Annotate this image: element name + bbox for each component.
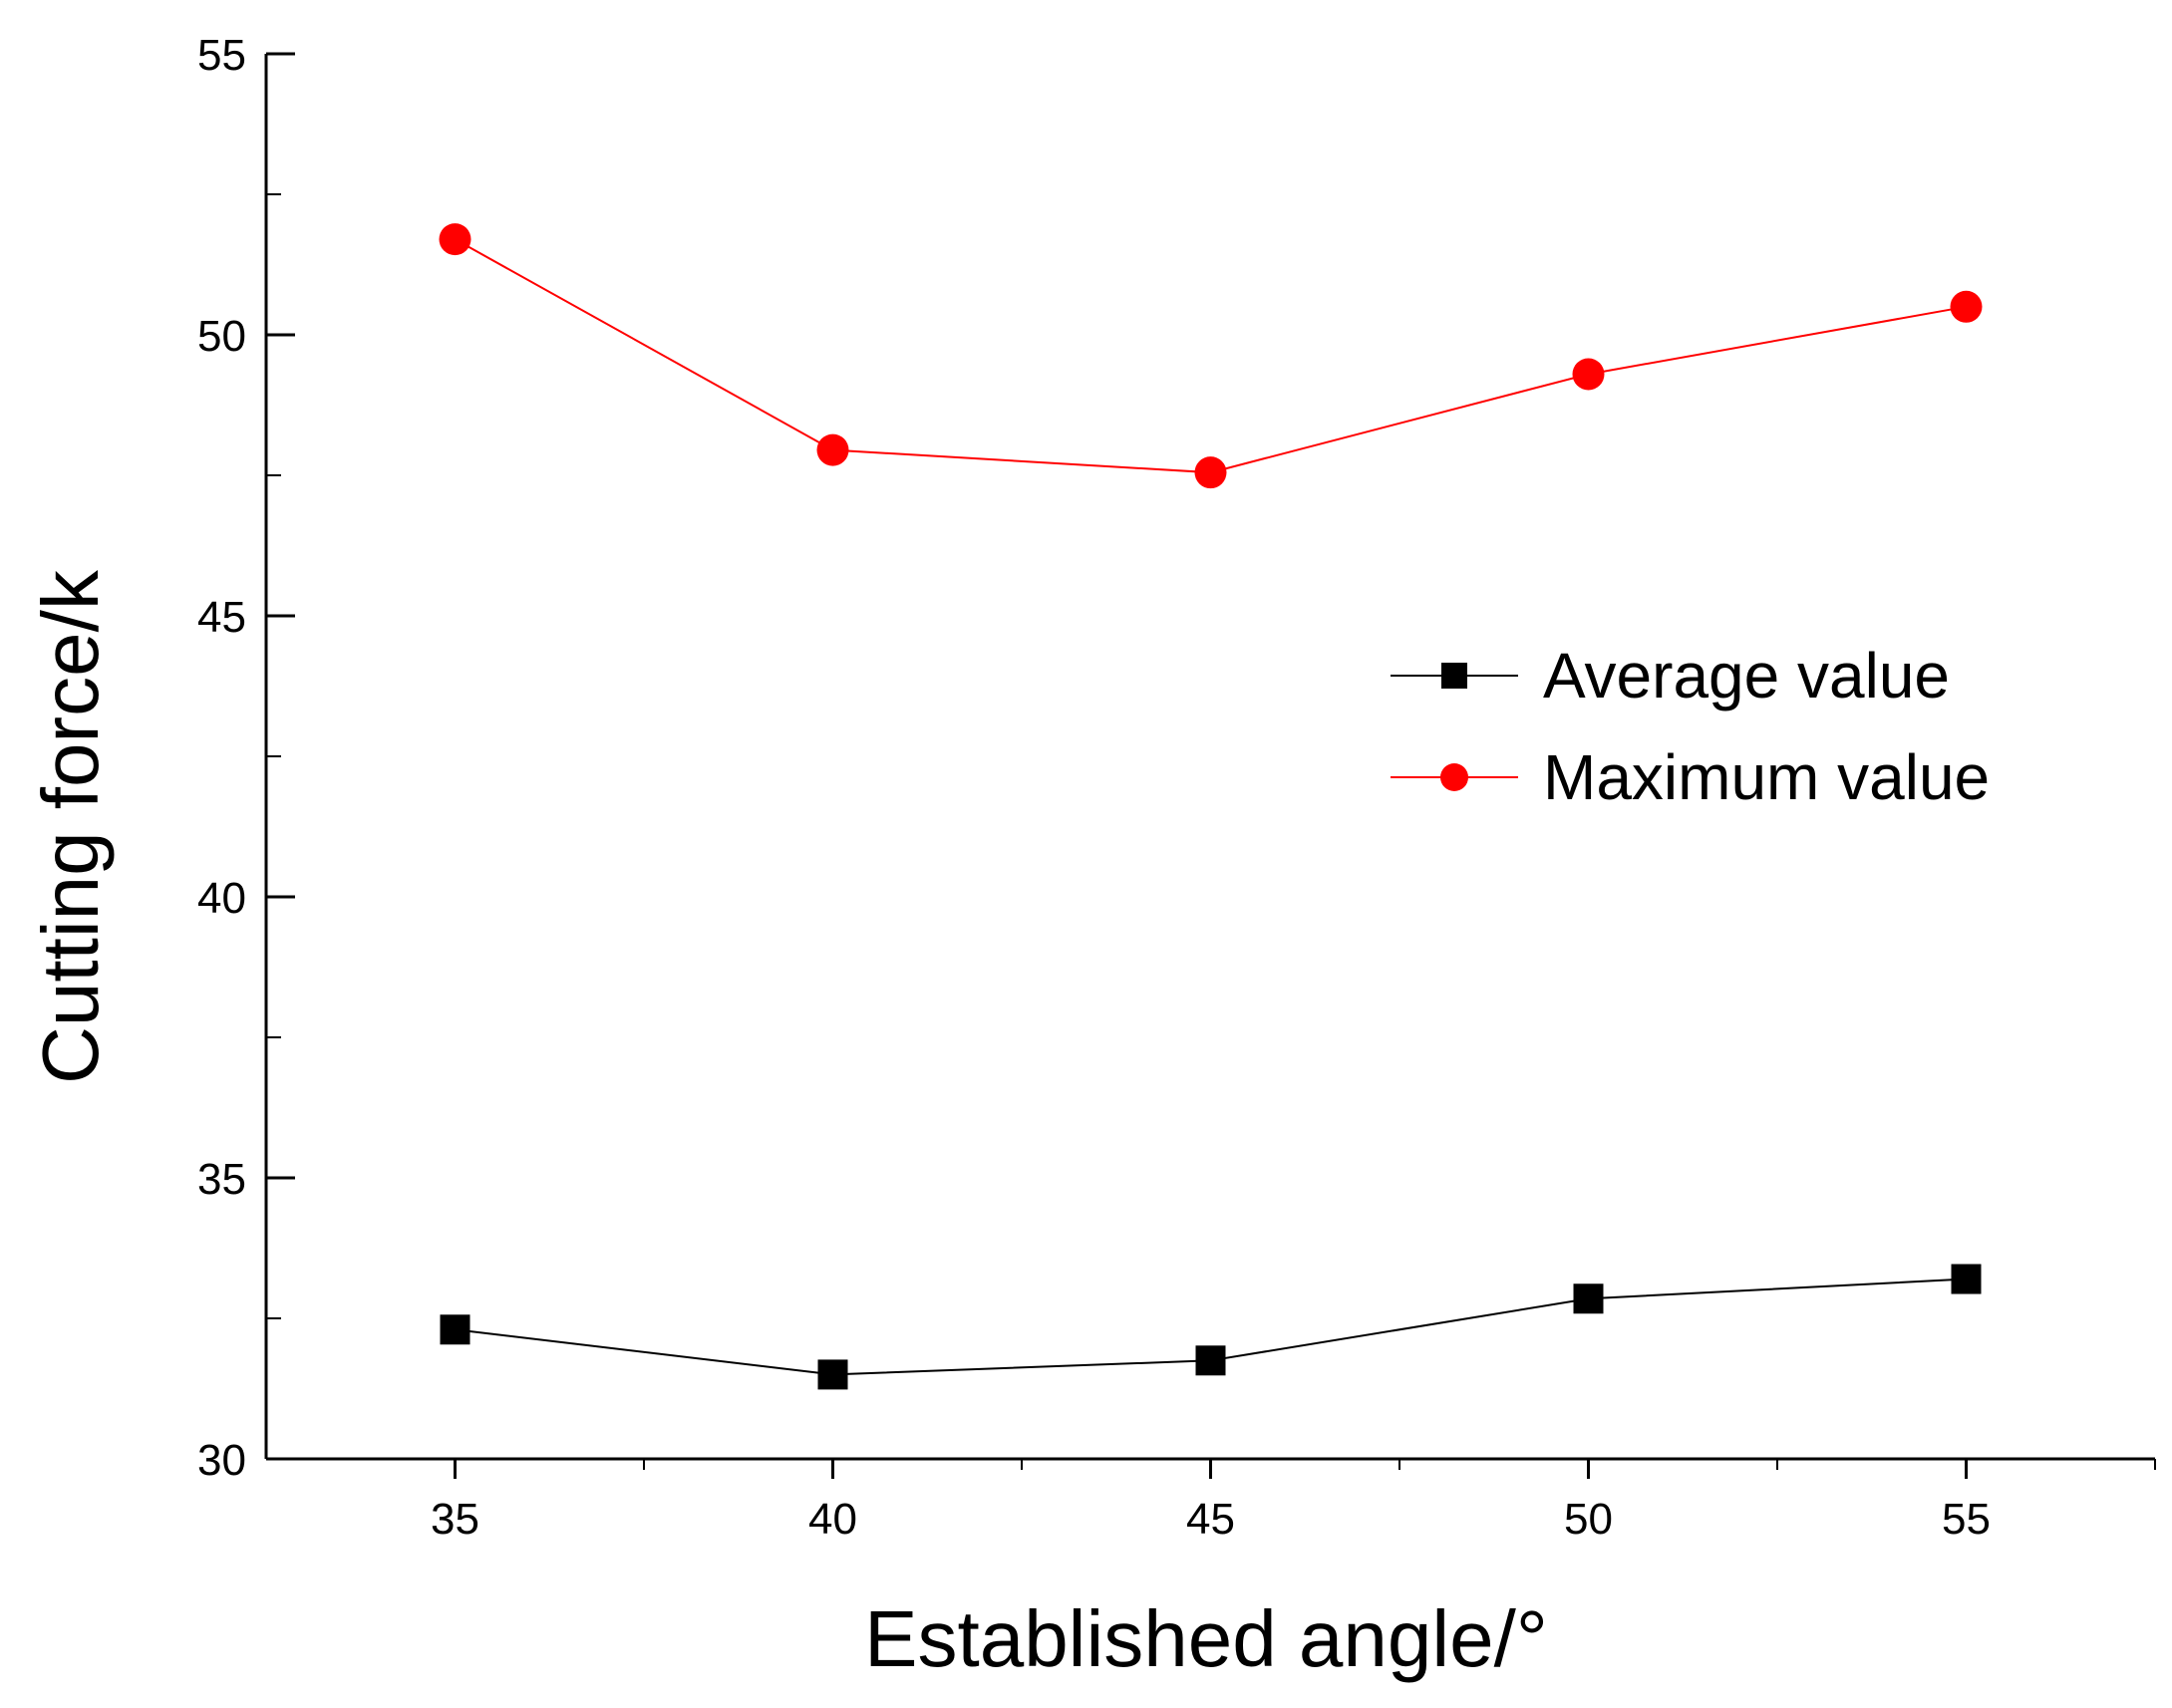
y-tick-label: 45 — [197, 593, 246, 642]
series-layer — [439, 223, 1983, 1390]
y-axis-ticks: 30 35 40 45 50 55 — [197, 31, 295, 1485]
x-tick-label: 50 — [1564, 1495, 1613, 1544]
series-average-value — [440, 1264, 1982, 1390]
y-axis-title: Cutting force/k — [26, 569, 115, 1084]
y-tick-label: 50 — [197, 312, 246, 361]
legend-marker-maximum — [1440, 763, 1468, 791]
legend-marker-average — [1441, 663, 1467, 689]
y-tick-label: 55 — [197, 31, 246, 80]
data-point-maximum-value — [816, 433, 849, 466]
data-point-average-value — [440, 1314, 470, 1345]
x-tick-label: 35 — [431, 1495, 479, 1544]
legend-label-average: Average value — [1543, 640, 1950, 712]
data-point-maximum-value — [1572, 358, 1605, 391]
legend: Average value Maximum value — [1391, 640, 1990, 813]
x-tick-label: 55 — [1942, 1495, 1991, 1544]
data-point-maximum-value — [1950, 290, 1983, 323]
x-tick-label: 45 — [1186, 1495, 1235, 1544]
series-line-maximum-value — [455, 238, 1967, 474]
legend-label-maximum: Maximum value — [1543, 741, 1990, 813]
y-tick-label: 40 — [197, 874, 246, 923]
x-axis-ticks: 35 40 45 50 55 — [431, 1459, 2156, 1544]
x-tick-label: 40 — [808, 1495, 857, 1544]
series-maximum-value — [439, 223, 1983, 489]
data-point-maximum-value — [439, 223, 471, 256]
data-point-maximum-value — [1194, 456, 1227, 489]
data-point-average-value — [817, 1359, 848, 1390]
data-point-average-value — [1195, 1345, 1226, 1376]
data-point-average-value — [1573, 1283, 1604, 1314]
y-tick-label: 30 — [197, 1436, 246, 1485]
y-tick-label: 35 — [197, 1155, 246, 1204]
x-axis-title: Established angle/° — [864, 1594, 1548, 1683]
data-point-average-value — [1951, 1264, 1982, 1294]
